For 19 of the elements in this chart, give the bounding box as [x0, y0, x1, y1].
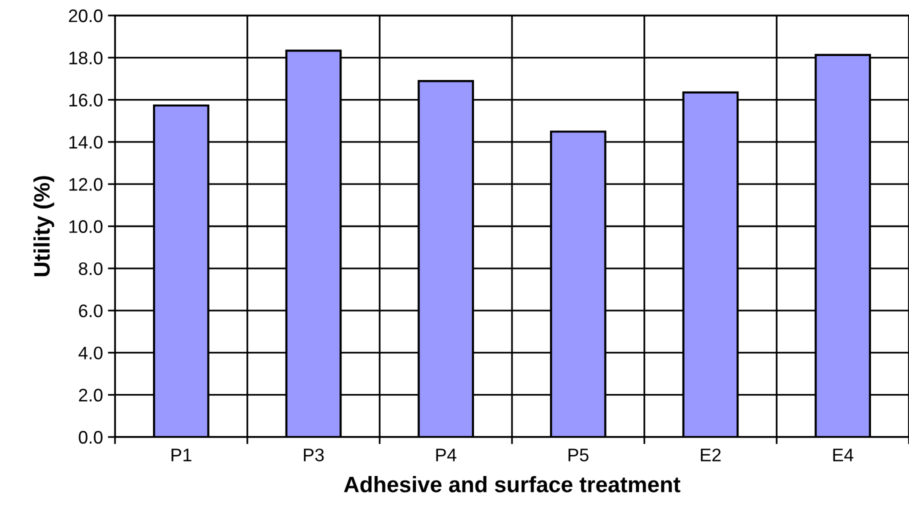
y-tick-label: 6.0	[79, 304, 102, 318]
y-tick-label: 8.0	[78, 262, 102, 276]
x-tick-label: E4	[833, 448, 854, 462]
x-tick-label: P4	[436, 448, 456, 462]
x-axis-title: Adhesive and surface treatment	[344, 476, 680, 492]
y-axis-title: Utility (%)	[33, 176, 54, 276]
y-tick-label: 0.0	[78, 430, 102, 444]
y-tick-label: 14.0	[69, 136, 102, 149]
x-tick-label: P3	[304, 448, 324, 462]
y-tick-label: 4.0	[78, 346, 102, 360]
y-tick-label: 10.0	[69, 220, 102, 233]
y-tick-label: 2.0	[79, 388, 102, 402]
y-tick-label: 20.0	[68, 9, 102, 22]
y-tick-label: 12.0	[69, 178, 102, 191]
y-tick-label: 16.0	[69, 94, 102, 107]
y-tick-label: 18.0	[69, 52, 102, 64]
x-tick-label: P5	[568, 448, 588, 462]
x-tick-label: P1	[172, 448, 192, 462]
x-tick-label: E2	[700, 448, 721, 462]
